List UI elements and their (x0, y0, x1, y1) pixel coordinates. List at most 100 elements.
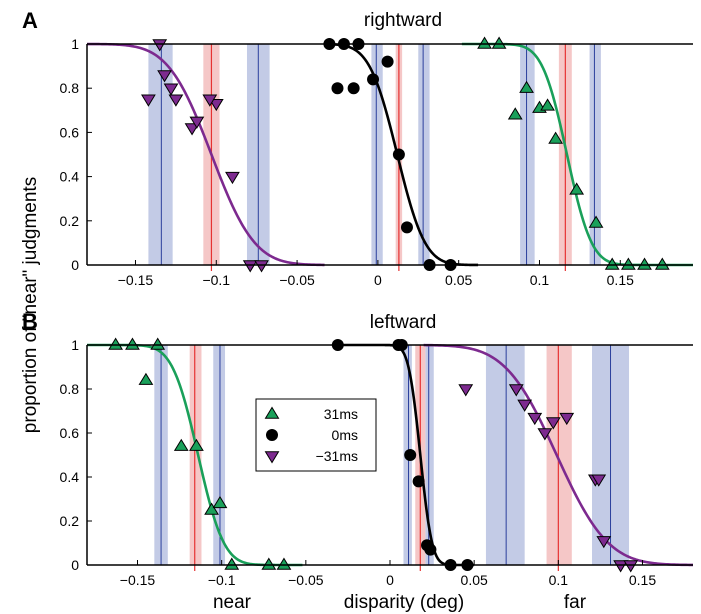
legend-marker (266, 429, 278, 441)
panel-letter-b: B (22, 309, 38, 334)
x-tick-label: 0.15 (607, 272, 634, 288)
x-tick-label: −0.05 (279, 272, 315, 288)
data-point (392, 148, 405, 161)
x-tick-label: −0.1 (202, 272, 230, 288)
y-tick-label: 0 (71, 557, 79, 573)
data-point (400, 221, 413, 234)
data-point (381, 55, 394, 68)
data-point (202, 94, 218, 107)
data-point (527, 412, 543, 426)
data-point (261, 557, 277, 570)
panel-letter-a: A (22, 8, 38, 33)
x-axis-label: disparity (deg) (344, 592, 464, 613)
data-point (491, 36, 507, 49)
data-point (168, 94, 184, 107)
legend-label: 0ms (332, 427, 358, 443)
data-point (477, 36, 492, 49)
ci-band (425, 345, 434, 565)
legend-label: 31ms (324, 406, 358, 422)
data-point (157, 70, 172, 83)
data-point (189, 438, 204, 451)
y-tick-label: 0.4 (60, 169, 80, 185)
panel-b: B leftward −0.15 −0.1 −0.05 0 0.05 0.1 0.15 0 0.… (22, 309, 694, 588)
legend-marker (264, 406, 280, 419)
ci-band (418, 44, 430, 265)
legend-label: −31ms (316, 448, 358, 464)
data-point (620, 257, 636, 270)
data-point (613, 560, 629, 573)
pse-band (189, 345, 202, 565)
data-point (559, 412, 575, 426)
data-point (637, 257, 652, 270)
x-tick-label: 0.1 (549, 572, 569, 588)
ci-band (520, 44, 535, 265)
data-point (623, 560, 639, 573)
data-point (108, 337, 124, 350)
y-tick-label: 0.8 (60, 381, 80, 397)
data-point (588, 215, 604, 228)
data-point (208, 98, 224, 112)
y-tick-label: 0 (71, 257, 79, 273)
x-tick-label: 0 (374, 272, 382, 288)
data-point (458, 384, 474, 397)
data-point (254, 260, 269, 273)
x-tick-label: 0.05 (445, 272, 472, 288)
panel-a-title: rightward (364, 10, 442, 31)
data-point (412, 475, 425, 488)
panel-a: A rightward −0.15 −0.1 −0.05 0 0.05 0.1 0.15 0 0… (22, 8, 693, 288)
data-point (242, 260, 258, 273)
data-point (204, 502, 219, 515)
ci-band (371, 44, 383, 265)
x-tick-label: −0.1 (208, 572, 236, 588)
data-point (591, 474, 607, 487)
fit-curve-triangle-down (87, 42, 325, 267)
ci-band (485, 345, 525, 565)
data-point (163, 83, 179, 96)
legend: 31ms 0ms −31ms (255, 398, 377, 472)
y-tick-label: 0.6 (60, 124, 80, 140)
x-tick-label: 0.05 (461, 572, 488, 588)
data-point (189, 116, 205, 129)
x-axis-label-near: near (213, 592, 252, 613)
x-tick-label: 0.15 (629, 572, 656, 588)
data-point (152, 39, 168, 52)
x-tick-label: 0 (386, 572, 394, 588)
ci-band (148, 44, 173, 265)
y-tick-label: 0.6 (60, 425, 80, 441)
ci-band (589, 44, 601, 265)
fit-curve-triangle-up (461, 42, 693, 267)
ci-band (213, 345, 226, 565)
x-tick-label: −0.05 (288, 572, 324, 588)
fit-curve-triangle-down (423, 343, 694, 567)
data-point (537, 428, 553, 441)
data-point (276, 557, 292, 570)
data-point (184, 123, 200, 136)
data-point (141, 94, 156, 107)
y-tick-label: 1 (71, 36, 79, 52)
data-point (404, 449, 417, 461)
x-tick-label: −0.15 (118, 272, 154, 288)
y-axis-label: proportion of "near" judgments (20, 177, 41, 433)
data-point (517, 399, 533, 412)
data-point (604, 257, 620, 270)
legend-marker (264, 451, 280, 464)
data-point (548, 131, 564, 144)
pse-band (546, 345, 572, 565)
data-point (545, 417, 561, 430)
data-point (212, 495, 228, 509)
data-point (519, 80, 534, 93)
y-tick-label: 0.4 (60, 469, 80, 485)
data-point (569, 182, 585, 195)
data-point (421, 539, 434, 552)
data-point (654, 257, 670, 270)
data-point (508, 384, 524, 397)
x-axis-label-far: far (564, 592, 587, 613)
data-point (540, 98, 555, 111)
data-point (173, 438, 189, 451)
x-tick-label: 0.1 (530, 272, 550, 288)
y-tick-label: 0.8 (60, 80, 80, 96)
data-point (138, 372, 154, 385)
data-point (367, 73, 380, 86)
data-point (225, 171, 240, 185)
